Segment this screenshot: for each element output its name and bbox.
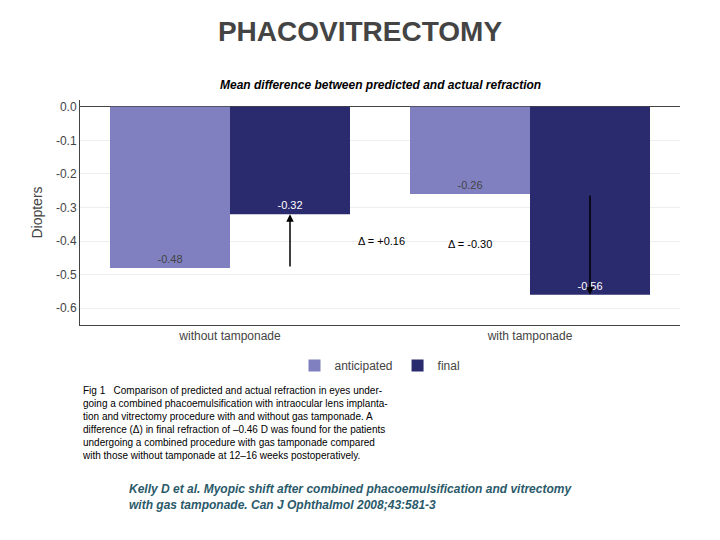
svg-text:0.0: 0.0 bbox=[60, 100, 77, 114]
svg-text:without tamponade: without tamponade bbox=[178, 329, 281, 343]
svg-text:final: final bbox=[438, 359, 460, 373]
svg-text:-0.48: -0.48 bbox=[157, 253, 182, 265]
svg-text:PHACOVITRECTOMY: PHACOVITRECTOMY bbox=[218, 16, 502, 47]
svg-text:-0.2: -0.2 bbox=[56, 167, 77, 181]
svg-text:-0.26: -0.26 bbox=[457, 179, 482, 191]
svg-text:Diopters: Diopters bbox=[29, 186, 45, 238]
svg-text:anticipated: anticipated bbox=[335, 359, 393, 373]
svg-text:-0.32: -0.32 bbox=[277, 199, 302, 211]
svg-text:with tamponade: with tamponade bbox=[487, 329, 573, 343]
svg-text:Δ = -0.30: Δ = -0.30 bbox=[448, 238, 492, 250]
svg-text:Fig 1 Comparison of predicte: Fig 1 Comparison of predicted and actual… bbox=[82, 385, 388, 461]
svg-text:Δ = +0.16: Δ = +0.16 bbox=[358, 235, 405, 247]
svg-text:-0.6: -0.6 bbox=[56, 301, 77, 315]
svg-text:-0.56: -0.56 bbox=[577, 280, 602, 292]
svg-text:-0.3: -0.3 bbox=[56, 201, 77, 215]
svg-text:Kelly D et al. Myopic shift af: Kelly D et al. Myopic shift after combin… bbox=[129, 482, 572, 512]
svg-text:Mean difference between predic: Mean difference between predicted and ac… bbox=[220, 78, 541, 92]
svg-text:-0.5: -0.5 bbox=[56, 268, 77, 282]
svg-text:-0.1: -0.1 bbox=[56, 134, 77, 148]
svg-text:-0.4: -0.4 bbox=[56, 234, 77, 248]
